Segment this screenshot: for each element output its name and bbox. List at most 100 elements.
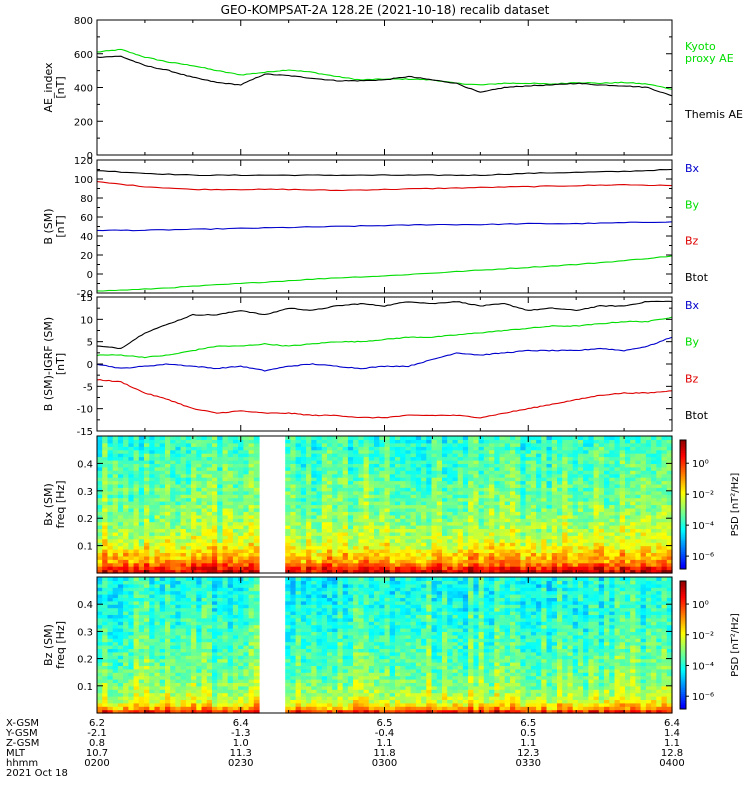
y-tick-label: 100: [74, 175, 93, 186]
legend-entry: Btot: [685, 409, 709, 422]
colorbar-tick-label: 10⁻⁶: [692, 692, 714, 703]
time-axis-row-label: 2021 Oct 18: [6, 768, 68, 779]
time-axis-value: 0.8: [89, 738, 105, 749]
series-line-3-1: [96, 300, 673, 350]
panel-5: 10⁰ 10⁻² 10⁻⁴ 10⁻⁶ PSD [nT²/Hz] 0.1 0.2 0.3 0.4 B…: [42, 576, 741, 714]
time-axis-value: 0330: [516, 758, 541, 769]
y-tick-label: 400: [74, 84, 93, 95]
time-axis-value: 0400: [659, 758, 684, 769]
y-axis-label: freq [Hz]: [54, 621, 67, 669]
y-axis-label: B (SM): [42, 208, 55, 244]
legend-entry: By: [685, 198, 700, 211]
legend-entry: Bz: [685, 372, 699, 385]
time-axis-row-label: MLT: [6, 748, 26, 759]
colorbar-label: PSD [nT²/Hz]: [730, 473, 741, 537]
y-tick-label: 5: [87, 338, 93, 349]
legend-entry: Kyoto: [685, 40, 716, 53]
series-line-2-2: [96, 181, 673, 192]
panel-2: Bx By Bz Btot -20 0 20 40 60 80 100 120 B (SM) [nT]: [42, 156, 709, 300]
y-axis-label: [nT]: [54, 215, 67, 237]
y-tick-label: 200: [74, 117, 93, 128]
legend-entry: Bz: [685, 235, 699, 248]
y-tick-label: 0.4: [77, 600, 93, 611]
colorbar-tick-label: 10⁰: [692, 459, 709, 470]
series-line-3-2: [96, 316, 673, 359]
colorbar-tick-label: 10⁻⁶: [692, 552, 714, 563]
legend-entry: proxy AE: [685, 52, 734, 65]
y-tick-label: 80: [80, 194, 93, 205]
time-axis-value: 11.3: [230, 748, 252, 759]
y-tick-label: 0.2: [77, 514, 93, 525]
time-axis-value: -2.1: [87, 728, 107, 739]
y-tick-label: -5: [83, 382, 93, 393]
y-tick-label: -20: [77, 289, 93, 300]
y-tick-label: 0: [87, 151, 93, 162]
colorbar-tick-label: 10⁻⁴: [692, 661, 714, 672]
spectrogram-4: [97, 436, 673, 574]
y-axis-label: Bx (SM): [42, 483, 55, 526]
time-axis-row-label: Z-GSM: [6, 738, 39, 749]
colorbar-tick-label: 10⁻²: [692, 631, 714, 642]
time-axis-value: 0230: [228, 758, 253, 769]
y-tick-label: 20: [80, 251, 93, 262]
colorbar-frame: [679, 439, 687, 570]
time-axis-value: 1.1: [664, 738, 680, 749]
y-tick-label: 800: [74, 16, 93, 27]
y-axis-label: [nT]: [54, 76, 67, 98]
time-axis-value: 1.0: [233, 738, 249, 749]
time-axis-row-label: hhmm: [6, 758, 38, 769]
y-axis-label: AE_index: [42, 62, 55, 113]
page-title: GEO-KOMPSAT-2A 128.2E (2021-10-18) recal…: [221, 3, 550, 17]
y-tick-label: 0.2: [77, 655, 93, 666]
time-axis-value: 1.1: [377, 738, 393, 749]
y-tick-label: 0: [87, 360, 93, 371]
colorbar-tick-label: 10⁻²: [692, 490, 714, 501]
series-line-2-1: [96, 168, 673, 177]
y-tick-label: 40: [80, 232, 93, 243]
colorbar-label: PSD [nT²/Hz]: [730, 613, 741, 677]
data-gap: [261, 577, 281, 713]
legend-entry: By: [685, 336, 700, 349]
y-tick-label: 15: [80, 293, 93, 304]
y-tick-label: 120: [74, 156, 93, 167]
series-line-3-3: [96, 336, 673, 372]
time-axis-row-label: Y-GSM: [5, 728, 38, 739]
y-tick-label: 10: [80, 315, 93, 326]
series-line-1-2: [96, 55, 673, 97]
legend-entry: Themis AE: [684, 108, 743, 121]
y-tick-label: 0: [87, 270, 93, 281]
y-axis-label: freq [Hz]: [54, 480, 67, 528]
legend-entry: Bx: [685, 299, 700, 312]
time-axis-value: 11.8: [373, 748, 395, 759]
y-tick-label: -10: [77, 405, 93, 416]
data-gap: [261, 436, 281, 573]
y-tick-label: 600: [74, 50, 93, 61]
time-axis-value: 12.8: [661, 748, 683, 759]
panel-3: Bx By Bz Btot -15 -10 -5 0 5 10 15 B (SM)-IGRF (SM)…: [42, 293, 709, 438]
time-axis-value: -0.4: [375, 728, 395, 739]
y-axis-label: B (SM)-IGRF (SM): [42, 317, 55, 411]
time-axis-value: 1.4: [664, 728, 680, 739]
time-axis-value: 10.7: [86, 748, 108, 759]
time-axis-value: 0300: [372, 758, 397, 769]
time-axis-row-label: X-GSM: [6, 718, 39, 729]
colorbar-tick-label: 10⁻⁴: [692, 521, 714, 532]
time-axis-value: 6.5: [520, 718, 536, 729]
series-line-2-3: [96, 221, 673, 232]
colorbar-frame: [679, 580, 687, 710]
time-axis-value: 0.5: [520, 728, 536, 739]
panel-4: 10⁰ 10⁻² 10⁻⁴ 10⁻⁶ PSD [nT²/Hz] 0.1 0.2 0.3 0.4 B…: [42, 435, 741, 574]
colorbar-4: 10⁰ 10⁻² 10⁻⁴ 10⁻⁶ PSD [nT²/Hz]: [679, 439, 741, 570]
spectrogram-5: [97, 577, 673, 714]
time-axis-value: 0200: [84, 758, 109, 769]
y-tick-label: 0.1: [77, 542, 93, 553]
y-tick-label: 0.3: [77, 487, 93, 498]
legend-entry: Bx: [685, 162, 700, 175]
time-axis-value: 6.5: [377, 718, 393, 729]
y-tick-label: 0.4: [77, 459, 93, 470]
series-line-2-4: [96, 255, 673, 292]
